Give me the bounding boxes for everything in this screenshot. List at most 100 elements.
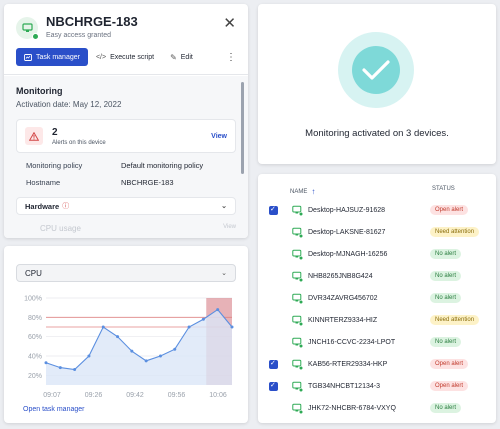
task-manager-icon [24,53,32,61]
table-row[interactable]: JHK72-NHCBR-6784-VXYQ No alert [258,397,496,419]
device-name-cell: Desktop-HAJSUZ-91628 [308,206,386,214]
table-row[interactable]: NHB8265JNB8G424 No alert [258,265,496,287]
hostname-row: Hostname NBCHRGE-183 [16,178,236,187]
info-icon: ⓘ [62,203,70,210]
alerts-label: Alerts on this device [52,139,106,146]
device-name: NBCHRGE-183 [46,14,138,29]
table-row[interactable]: DVR34ZAVRG456702 No alert [258,287,496,309]
cpu-data-point [158,354,162,358]
monitor-icon [292,381,303,392]
code-icon: </> [95,53,107,61]
row-checkbox[interactable] [269,381,278,391]
device-name-cell: NHB8265JNB8G424 [308,272,373,280]
cpu-select-label: CPU [25,268,42,278]
table-header: NAME ↑ STATUS [258,186,496,196]
x-tick-label: 09:42 [126,392,144,399]
cpu-usage-row: CPU usage View [16,224,236,233]
row-checkbox[interactable] [269,359,278,369]
row-checkbox[interactable] [269,294,278,303]
cpu-data-point [130,349,134,353]
policy-key: Monitoring policy [26,161,83,170]
status-column-header[interactable]: STATUS [432,186,455,192]
cpu-data-point [116,335,120,339]
status-badge: No alert [430,249,462,259]
online-status-dot [32,33,39,40]
name-column-header[interactable]: NAME ↑ [290,186,316,196]
status-badge: Open alert [430,359,469,369]
table-row[interactable]: KINNRTERZ9334-HIZ Need attention [258,309,496,331]
cpu-panel: CPU ⌄ 100% 80% 60% 40% 20% 09:07 09:26 09:42 09:… [4,246,248,423]
y-tick-label: 80% [28,315,42,322]
device-name-cell: DVR34ZAVRG456702 [308,294,378,302]
view-alerts-link[interactable]: View [211,132,227,140]
cpu-data-point [230,325,234,329]
chevron-down-icon: ⌄ [221,270,227,277]
activated-message: Monitoring activated on 3 devices. [305,128,449,139]
table-row[interactable]: JNCH16-CCVC-2234-LPOT No alert [258,331,496,353]
table-row[interactable]: Desktop-HAJSUZ-91628 Open alert [258,199,496,221]
row-checkbox[interactable] [269,338,278,347]
device-name-cell: Desktop-LAKSNE-81627 [308,228,386,236]
device-name-cell: KAB56-RTER29334-HKP [308,360,388,368]
monitor-icon [292,271,303,282]
hostname-value: NBCHRGE-183 [121,178,174,187]
edit-label: Edit [180,53,193,61]
table-row[interactable]: KAB56-RTER29334-HKP Open alert [258,353,496,375]
row-checkbox[interactable] [269,250,278,259]
monitoring-policy-row: Monitoring policy Default monitoring pol… [16,161,236,170]
devices-table: NAME↑ STATUS Desktop-HAJSUZ-91628 Open al… [258,174,496,423]
cpu-area [46,309,232,385]
cpu-data-point [73,368,77,372]
open-task-manager-link[interactable]: Open task manager [23,406,85,413]
monitoring-title: Monitoring [16,86,63,96]
table-row[interactable]: Desktop-LAKSNE-81627 Need attention [258,221,496,243]
cpu-data-point [44,361,48,365]
status-badge: No alert [430,337,462,347]
cpu-data-point [173,347,177,351]
monitoring-activated-panel: Monitoring activated on 3 devices. [258,4,496,164]
row-checkbox[interactable] [269,316,278,325]
row-checkbox[interactable] [269,272,278,281]
row-checkbox[interactable] [269,205,278,215]
status-badge: No alert [430,271,462,281]
row-checkbox[interactable] [269,404,278,413]
hardware-section[interactable]: Hardware ⓘ ⌄ [16,197,236,215]
scrollbar[interactable] [241,82,244,174]
x-tick-label: 09:56 [168,392,186,399]
cpu-data-point [87,354,91,358]
sort-arrow-icon: ↑ [311,187,316,196]
edit-button[interactable]: ✎ Edit [162,48,201,66]
x-tick-label: 09:07 [43,392,61,399]
task-manager-label: Task manager [36,53,80,61]
cpu-series-line [45,308,233,371]
activation-date: Activation date: May 12, 2022 [16,100,122,109]
table-row[interactable]: Desktop-MJNAGH-16256 No alert [258,243,496,265]
status-badge: Need attention [430,315,480,325]
task-manager-button[interactable]: Task manager [16,48,88,66]
more-options-icon[interactable]: ⋮ [226,51,236,63]
monitor-icon [16,17,39,40]
device-detail-panel: NBCHRGE-183 Easy access granted ✕ Task m… [4,4,248,238]
cpu-data-point [187,325,191,329]
y-tick-label: 20% [28,373,42,380]
close-icon[interactable]: ✕ [223,15,236,32]
execute-script-label: Execute script [110,53,155,61]
monitor-icon [292,293,303,304]
execute-script-button[interactable]: </> Execute script [88,48,162,66]
hostname-key: Hostname [26,178,61,187]
status-badge: Open alert [430,205,469,215]
device-subtitle: Easy access granted [46,32,111,39]
x-tick-label: 09:26 [85,392,103,399]
row-checkbox[interactable] [269,228,278,237]
status-badge: Need attention [430,227,480,237]
device-name-cell: TGB34NHCBT12134-3 [308,382,380,390]
monitor-icon [292,359,303,370]
cpu-data-point [201,317,205,321]
status-badge: Open alert [430,381,469,391]
monitor-icon [292,315,303,326]
device-name-cell: JHK72-NHCBR-6784-VXYQ [308,404,396,412]
cpu-select[interactable]: CPU ⌄ [16,264,236,282]
cpu-data-point [144,359,148,363]
table-row[interactable]: TGB34NHCBT12134-3 Open alert [258,375,496,397]
device-name-cell: KINNRTERZ9334-HIZ [308,316,378,324]
